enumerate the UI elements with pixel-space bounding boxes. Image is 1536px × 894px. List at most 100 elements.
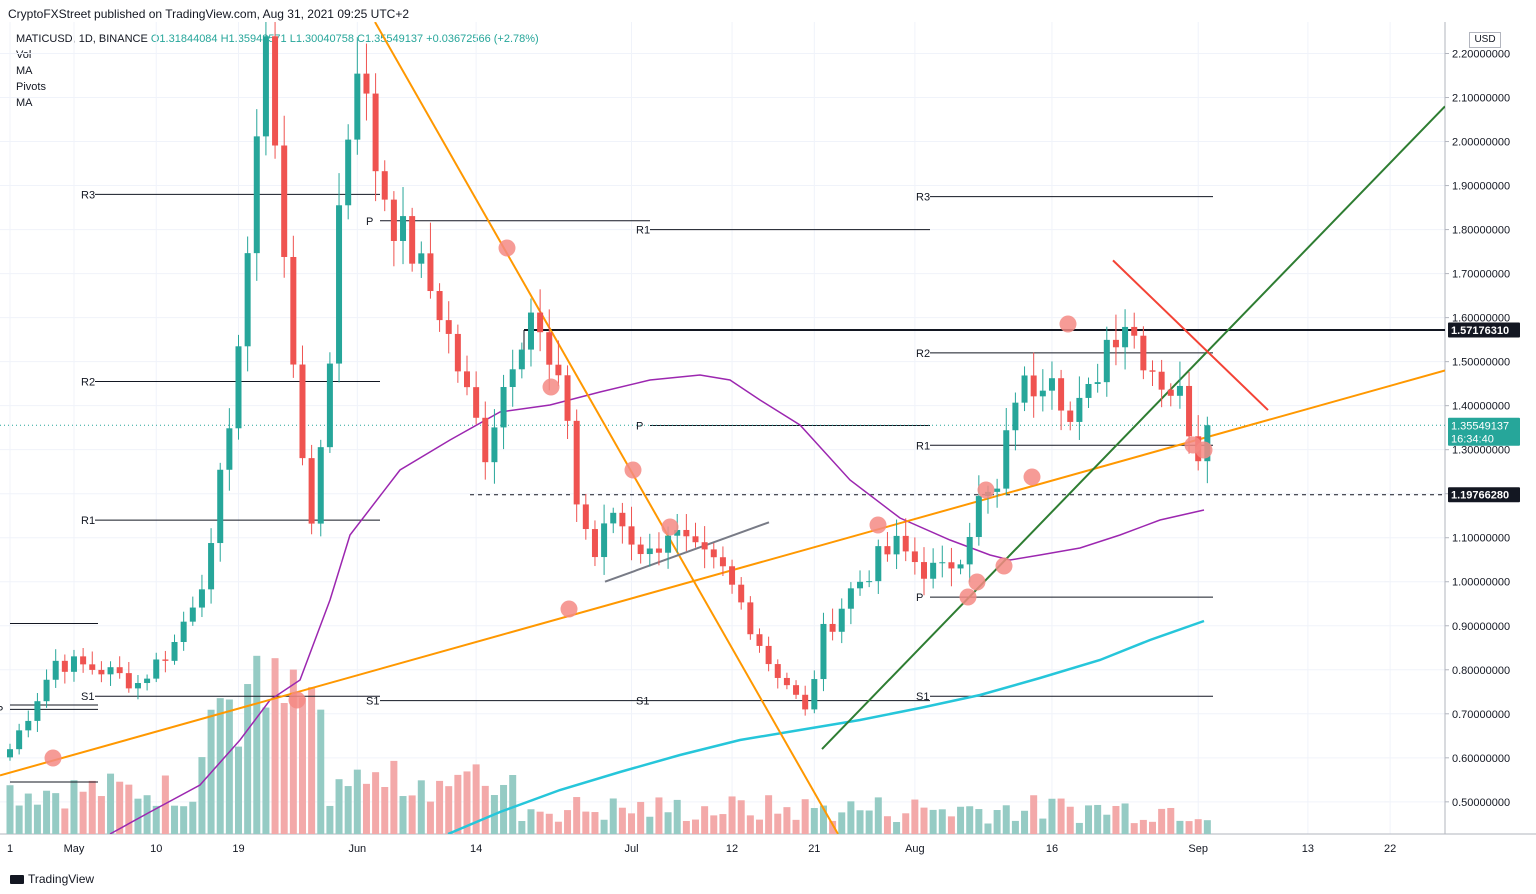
candle-body <box>710 549 717 558</box>
price-axis-label: 0.90000000 <box>1452 621 1510 633</box>
pivot-label: S1 <box>81 691 94 703</box>
candle-body <box>34 701 41 721</box>
pivot-label: S1 <box>636 696 649 708</box>
candle-body <box>619 512 626 527</box>
volume-bar <box>372 772 380 834</box>
pivot-label: R1 <box>916 440 930 452</box>
volume-bar <box>198 757 206 834</box>
candle-body <box>80 656 87 665</box>
candle-body <box>847 588 854 609</box>
candle-body <box>16 730 23 750</box>
volume-bar <box>1021 810 1029 834</box>
indicator-ma-1[interactable]: MA <box>16 65 33 77</box>
candle-body <box>272 36 279 146</box>
candle-body <box>527 312 534 350</box>
volume-bar <box>107 773 115 834</box>
candle-body <box>107 667 114 675</box>
volume-bar <box>271 658 279 834</box>
volume-bar <box>6 785 14 834</box>
pivot-label: P <box>366 216 373 228</box>
volume-bar <box>463 771 471 834</box>
candle-body <box>7 749 13 758</box>
candle-body <box>966 536 973 565</box>
indicator-pivots[interactable]: Pivots <box>16 81 46 93</box>
volume-bar <box>947 816 955 834</box>
low-value: L1.30040758 <box>289 33 354 45</box>
candle-body <box>1003 430 1010 489</box>
countdown-text: 16:34:40 <box>1451 433 1494 445</box>
candle-body <box>546 332 553 365</box>
volume-bar <box>810 807 818 834</box>
price-chart[interactable]: R3 R2 R1 S1 P P S1 R1 P S1 R3 R2 R1 P S1 2.20000000 2.10… <box>0 0 1536 868</box>
volume-bar <box>408 795 416 834</box>
volume-bar <box>88 780 96 834</box>
candle-body <box>866 581 873 583</box>
volume-bar <box>582 811 590 834</box>
highlight-circle <box>44 749 62 767</box>
indicator-ma-2[interactable]: MA <box>16 97 33 109</box>
time-axis-label: 14 <box>470 843 482 855</box>
symbol-legend[interactable]: MATICUSD, 1D, BINANCE O1.31844084 H1.359… <box>16 33 539 45</box>
volume-bar <box>664 812 672 834</box>
ma200-line <box>447 619 1205 834</box>
channel-line <box>604 521 770 583</box>
pivot-label: P <box>0 704 3 716</box>
volume-bar <box>938 809 946 834</box>
volume-bar <box>15 805 23 834</box>
volume-bar <box>957 806 965 834</box>
candle-body <box>1149 370 1156 372</box>
candle-body <box>116 667 123 674</box>
candle-body <box>1021 375 1028 403</box>
volume-bar <box>235 746 242 834</box>
volume-bar <box>225 699 233 834</box>
candle-body <box>418 253 425 264</box>
price-axis-label: 1.00000000 <box>1452 577 1510 589</box>
highlight-circle <box>560 600 578 618</box>
price-axis-label: 0.60000000 <box>1452 753 1510 765</box>
volume-bar <box>1094 804 1102 834</box>
candle-body <box>774 664 781 678</box>
candle-body <box>875 546 882 582</box>
candle-body <box>354 73 361 140</box>
candle-body <box>637 544 644 555</box>
price-axis-label: 1.50000000 <box>1452 357 1510 369</box>
candle-body <box>537 312 544 333</box>
candle-body <box>1094 382 1101 384</box>
volume-bar <box>966 806 974 834</box>
indicator-vol[interactable]: Vol <box>16 49 32 61</box>
time-axis-label: Aug <box>905 843 925 855</box>
price-axis-label: 2.20000000 <box>1452 49 1510 61</box>
volume-bar <box>701 806 709 834</box>
volume-bar <box>445 786 453 834</box>
time-axis-label: May <box>64 843 85 855</box>
volume-bar <box>1112 805 1120 834</box>
candle-body <box>793 685 800 695</box>
highlight-circle <box>498 239 516 257</box>
currency-label[interactable]: USD <box>1469 32 1501 48</box>
volume-bar <box>856 810 864 834</box>
tradingview-logo[interactable]: TradingView <box>10 872 94 886</box>
candle-body <box>582 504 589 530</box>
candle-body <box>1167 389 1174 396</box>
price-axis-label: 0.50000000 <box>1452 797 1510 809</box>
candle-body <box>802 694 809 710</box>
highlight-circle <box>661 518 679 536</box>
volume-bar <box>865 810 873 834</box>
candle-body <box>1048 378 1055 391</box>
volume-bar <box>472 764 480 834</box>
volume-bar <box>79 791 87 834</box>
volume-bar <box>637 801 645 834</box>
time-axis-label: 21 <box>808 843 820 855</box>
time-axis-label: 16 <box>1046 843 1058 855</box>
candle-body <box>1176 385 1183 396</box>
candle-body <box>573 420 580 505</box>
volume-bar <box>399 796 407 834</box>
volume-bar <box>70 780 78 834</box>
volume-bar <box>692 819 699 834</box>
highlight-circle <box>968 573 986 591</box>
close-value: C1.35549137 <box>357 33 424 45</box>
volume-bar <box>573 797 581 834</box>
candle-body <box>719 557 726 567</box>
volume-bar <box>61 808 69 834</box>
tradingview-icon <box>10 875 24 885</box>
